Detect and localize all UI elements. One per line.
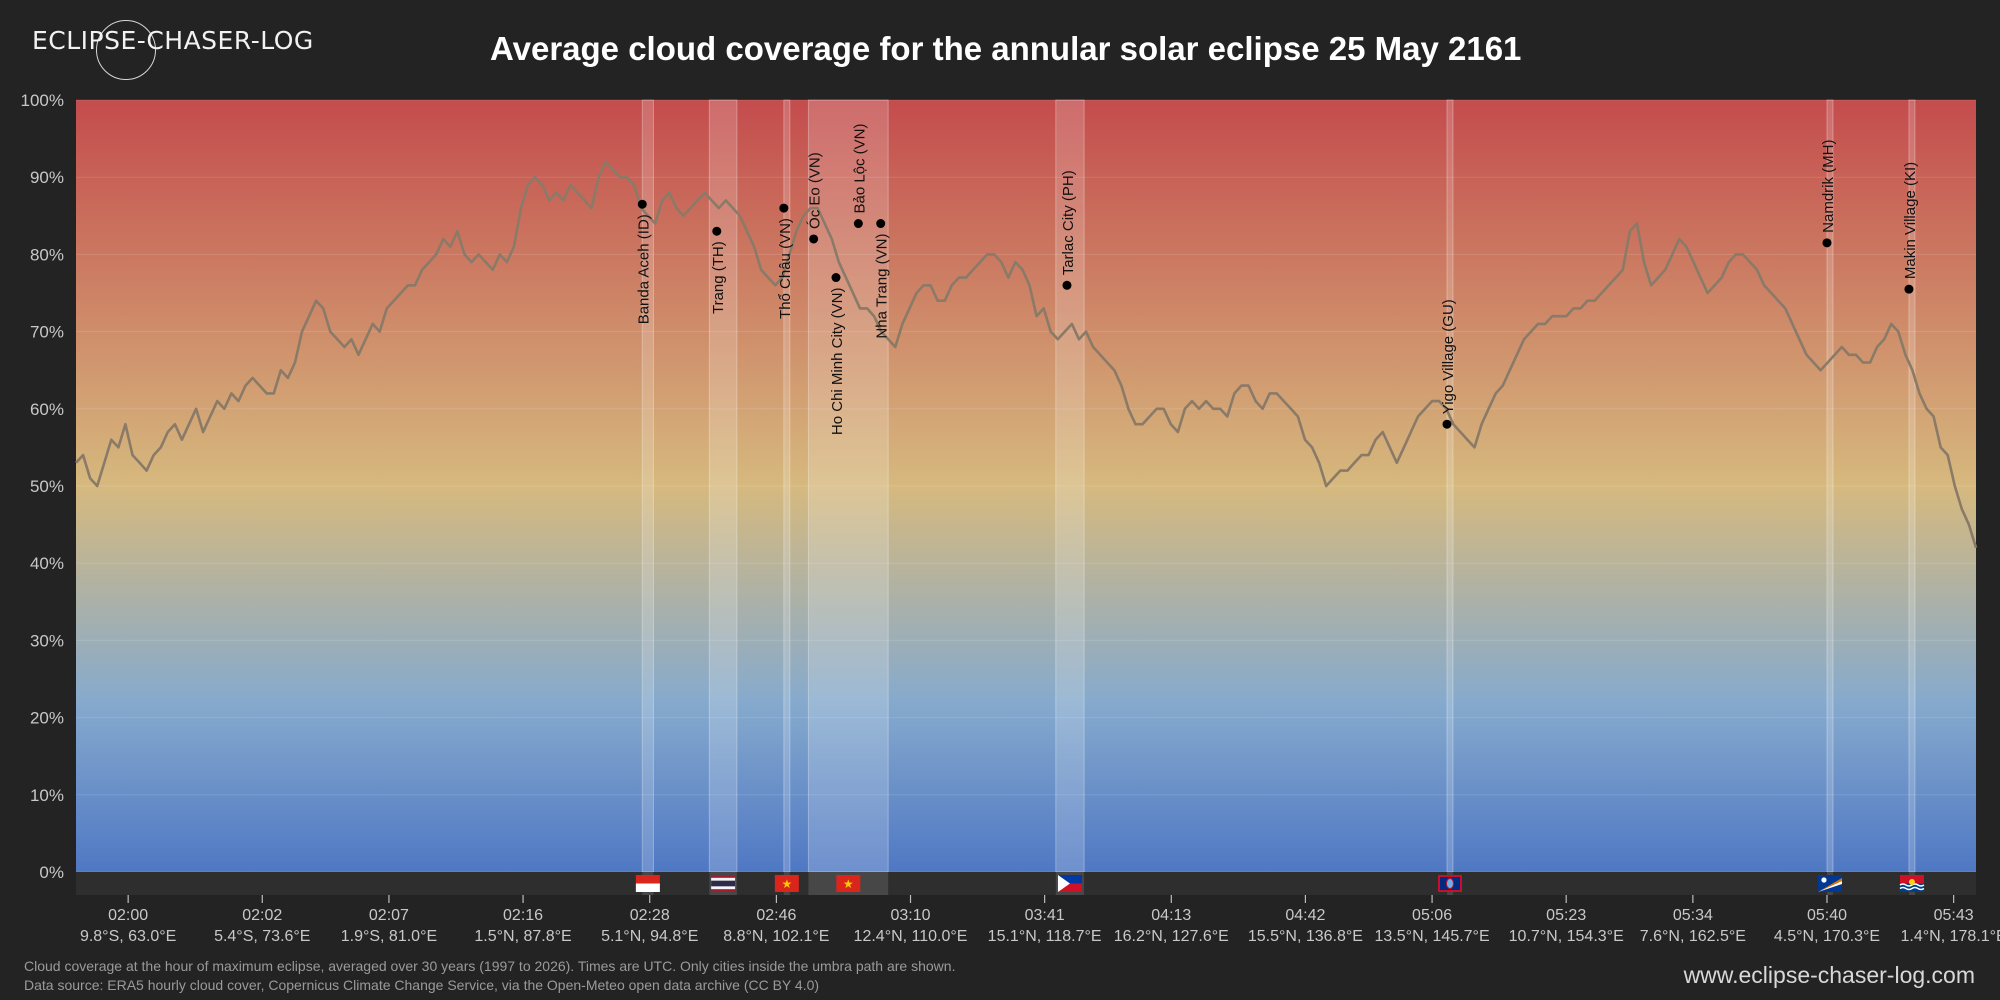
- city-marker: [876, 219, 886, 229]
- x-tick-coord: 16.2°N, 127.6°E: [1114, 928, 1229, 945]
- city-markers: Banda Aceh (ID) Trang (TH) Thổ Châu (VN) Óc…: [635, 123, 1919, 435]
- city-marker: [637, 199, 647, 209]
- x-tick-coord: 1.5°N, 87.8°E: [474, 928, 571, 945]
- flag-strip: [76, 872, 1976, 895]
- x-tick-time: 02:00: [108, 907, 148, 924]
- y-tick-label: 30%: [30, 631, 64, 650]
- x-tick-time: 05:23: [1546, 907, 1586, 924]
- city-marker: [779, 203, 789, 213]
- city-label: Nha Trang (VN): [874, 234, 891, 339]
- city-marker: [1904, 284, 1914, 294]
- x-tick-time: 05:40: [1807, 907, 1847, 924]
- y-tick-label: 40%: [30, 554, 64, 573]
- svg-text:★: ★: [843, 877, 854, 891]
- x-tick-time: 04:42: [1285, 907, 1325, 924]
- y-tick-label: 70%: [30, 323, 64, 342]
- y-tick-label: 20%: [30, 709, 64, 728]
- x-tick-time: 02:46: [756, 907, 796, 924]
- city-label: Trang (TH): [710, 241, 727, 314]
- x-tick-coord: 5.1°N, 94.8°E: [601, 928, 698, 945]
- x-tick-coord: 13.5°N, 145.7°E: [1375, 928, 1490, 945]
- x-tick-coord: 8.8°N, 102.1°E: [723, 928, 829, 945]
- city-marker: [1822, 238, 1832, 248]
- logo-ring: [96, 20, 156, 80]
- x-tick-time: 04:13: [1151, 907, 1191, 924]
- x-tick-coord: 4.5°N, 170.3°E: [1774, 928, 1880, 945]
- city-marker: [853, 219, 863, 229]
- flag-vn: ★: [774, 875, 799, 892]
- city-label: Ho Chi Minh City (VN): [829, 288, 846, 436]
- city-marker: [712, 226, 722, 236]
- website-link[interactable]: www.eclipse-chaser-log.com: [1683, 962, 1975, 988]
- city-label: Makin Village (KI): [1902, 162, 1919, 279]
- y-tick-label: 50%: [30, 477, 64, 496]
- city-label: Bảo Lộc (VN): [851, 123, 868, 213]
- highlight-band: [708, 99, 738, 873]
- x-tick-coord: 1.4°N, 178.1°E: [1901, 928, 2000, 945]
- x-tick-coord: 10.7°N, 154.3°E: [1509, 928, 1624, 945]
- y-tick-label: 0%: [39, 863, 64, 882]
- x-tick-time: 05:43: [1934, 907, 1974, 924]
- svg-text:★: ★: [781, 877, 792, 891]
- plot-background: [76, 100, 1976, 872]
- y-tick-label: 100%: [21, 91, 64, 110]
- city-label: Thổ Châu (VN): [777, 218, 794, 319]
- x-tick-coord: 15.1°N, 118.7°E: [988, 928, 1102, 945]
- city-marker: [809, 234, 819, 244]
- flag-ki: [1899, 875, 1925, 892]
- footnote-method: Cloud coverage at the hour of maximum ec…: [24, 958, 956, 974]
- x-axis-ticks: 02:00 9.8°S, 63.0°E 02:02 5.4°S, 73.6°E 02:0…: [80, 895, 2000, 945]
- x-tick-time: 03:41: [1025, 907, 1065, 924]
- city-marker: [1442, 419, 1452, 429]
- footnote-source: Data source: ERA5 hourly cloud cover, Co…: [24, 977, 820, 993]
- flag-mh: [1817, 875, 1842, 892]
- x-tick-time: 02:16: [503, 907, 543, 924]
- highlight-band: [783, 99, 791, 873]
- city-label: Yigo Village (GU): [1440, 299, 1457, 414]
- city-label: Namdrik (MH): [1820, 139, 1837, 232]
- city-marker: [831, 273, 841, 283]
- flag-th: [711, 875, 736, 892]
- city-marker: [1062, 280, 1072, 290]
- country-flags: ★ ★: [635, 875, 1925, 892]
- city-label: Tarlac City (PH): [1060, 170, 1077, 275]
- flag-ph: [1057, 875, 1082, 892]
- city-label: Óc Eo (VN): [807, 152, 824, 229]
- x-tick-time: 03:10: [890, 907, 930, 924]
- y-tick-label: 60%: [30, 400, 64, 419]
- logo: ECLIPSE-CHASER-LOG: [32, 26, 314, 55]
- chart-title: Average cloud coverage for the annular s…: [490, 30, 1522, 67]
- highlight-band: [1055, 99, 1085, 873]
- flag-gu: [1437, 875, 1462, 892]
- highlight-band: [807, 99, 889, 873]
- x-tick-time: 02:07: [369, 907, 409, 924]
- flag-vn: ★: [836, 875, 861, 892]
- city-label: Banda Aceh (ID): [635, 214, 652, 324]
- x-tick-coord: 12.4°N, 110.0°E: [854, 928, 968, 945]
- x-tick-coord: 15.5°N, 136.8°E: [1248, 928, 1363, 945]
- x-tick-time: 02:02: [242, 907, 282, 924]
- highlight-band: [1446, 99, 1454, 873]
- series-line: [75, 160, 1978, 549]
- y-tick-label: 80%: [30, 245, 64, 264]
- y-tick-label: 10%: [30, 786, 64, 805]
- x-tick-coord: 9.8°S, 63.0°E: [80, 928, 176, 945]
- x-tick-time: 02:28: [630, 907, 670, 924]
- x-tick-coord: 5.4°S, 73.6°E: [214, 928, 310, 945]
- y-axis-ticks: 0% 10% 20% 30% 40% 50% 60% 70% 80% 90% 100%: [21, 91, 64, 882]
- x-tick-coord: 1.9°S, 81.0°E: [341, 928, 437, 945]
- x-tick-time: 05:34: [1673, 907, 1713, 924]
- flag-id: [635, 875, 660, 892]
- x-tick-time: 05:06: [1412, 907, 1452, 924]
- y-tick-label: 90%: [30, 168, 64, 187]
- x-tick-coord: 7.6°N, 162.5°E: [1640, 928, 1746, 945]
